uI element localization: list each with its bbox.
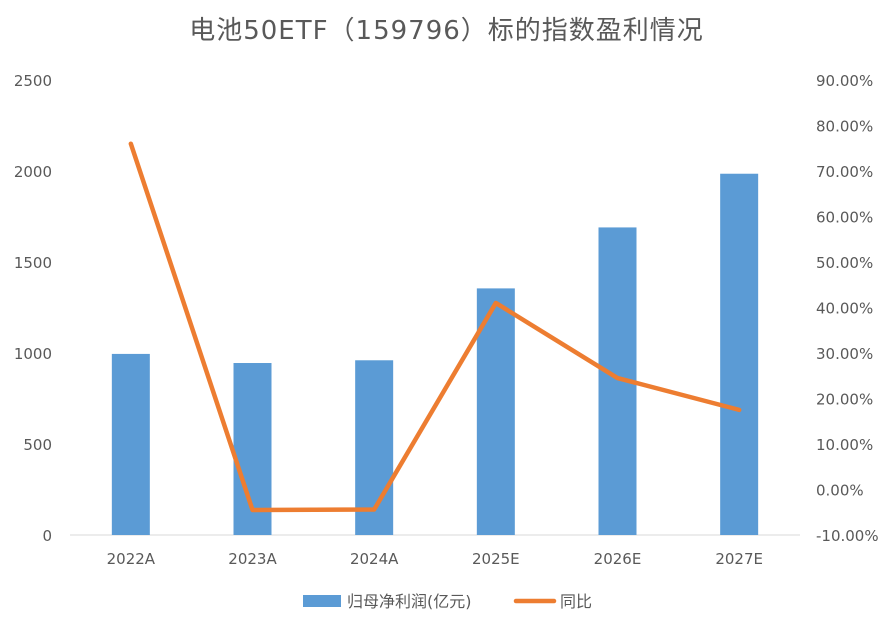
x-tick-label: 2027E [715,550,763,568]
y-right-tick-label: -10.00% [816,527,879,545]
x-tick-label: 2026E [594,550,642,568]
bar [111,353,150,535]
y-right-tick-label: 90.00% [816,72,873,90]
x-tick-label: 2022A [107,550,156,568]
line-series-yoy [128,141,742,513]
y-right-tick-label: 0.00% [816,482,864,500]
y-right-tick-label: 80.00% [816,118,873,136]
y-right-tick-label: 30.00% [816,345,873,363]
x-tick-label: 2024A [350,550,399,568]
y-right-tick-label: 40.00% [816,300,873,318]
y-left-tick-label: 500 [23,436,52,454]
y-right-tick-label: 70.00% [816,163,873,181]
y-left-tick-label: 1500 [14,254,52,272]
chart-title: 电池50ETF（159796）标的指数盈利情况 [189,16,704,46]
x-tick-label: 2025E [472,550,520,568]
legend-label-line: 同比 [560,592,592,611]
bar [720,173,759,536]
y-right-tick-label: 20.00% [816,391,873,409]
y-right-tick-label: 10.00% [816,436,873,454]
y-left-tick-label: 2000 [14,163,52,181]
y-right-tick-label: 50.00% [816,254,873,272]
legend-swatch-bar [303,595,341,607]
y-left-tick-label: 0 [42,527,52,545]
y-right-tick-label: 60.00% [816,209,873,227]
x-tick-label: 2023A [228,550,277,568]
bar [476,288,515,535]
legend-label-bar: 归母净利润(亿元) [347,592,472,611]
y-left-tick-label: 2500 [14,72,52,90]
y-left-tick-label: 1000 [14,345,52,363]
